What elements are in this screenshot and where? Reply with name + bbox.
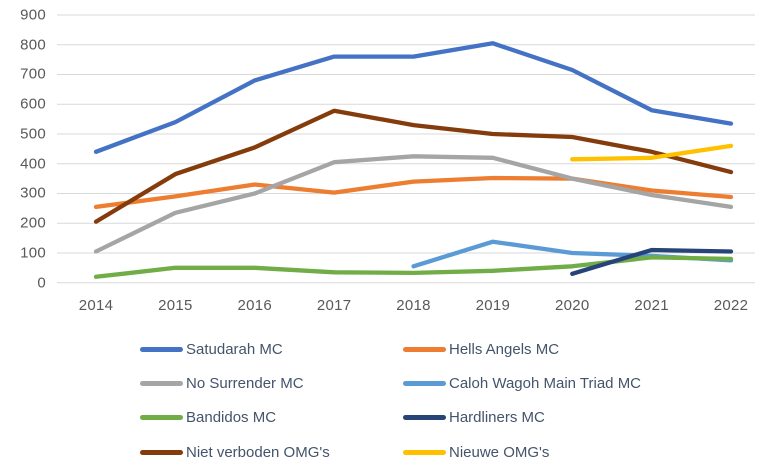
y-tick-label: 500 bbox=[20, 125, 46, 143]
chart-legend: Satudarah MC Hells Angels MC No Surrender … bbox=[140, 332, 740, 469]
legend-label: Niet verboden OMG's bbox=[186, 443, 330, 461]
y-tick-label: 800 bbox=[20, 36, 46, 54]
x-tick-label: 2022 bbox=[713, 297, 749, 314]
series-line-satudarah-mc bbox=[93, 41, 734, 154]
x-tick-label: 2018 bbox=[396, 297, 431, 314]
y-tick-label: 300 bbox=[20, 184, 46, 202]
x-tick-label: 2019 bbox=[475, 297, 511, 314]
y-tick-label: 100 bbox=[20, 244, 46, 262]
legend-label: Bandidos MC bbox=[186, 409, 277, 427]
legend-line-marker bbox=[403, 449, 446, 455]
legend-item-hells-angels-mc: Hells Angels MC bbox=[403, 341, 740, 358]
legend-label: Satudarah MC bbox=[186, 340, 283, 358]
legend-line-marker bbox=[140, 449, 183, 455]
legend-item-bandidos-mc: Bandidos MC bbox=[140, 409, 403, 426]
series-line-hardliners-mc bbox=[570, 247, 734, 276]
series-line-caloh-wagoh-main-triad-mc bbox=[411, 239, 734, 269]
legend-item-satudarah-mc: Satudarah MC bbox=[140, 341, 403, 358]
x-tick-label: 2021 bbox=[634, 297, 669, 314]
legend-line-marker bbox=[140, 415, 183, 421]
y-tick-label: 0 bbox=[37, 274, 46, 292]
legend-label: Nieuwe OMG's bbox=[449, 443, 550, 461]
legend-label: Hells Angels MC bbox=[449, 340, 560, 358]
legend-item-niet-verboden-omg-s: Niet verboden OMG's bbox=[140, 444, 403, 461]
legend-item-no-surrender-mc: No Surrender MC bbox=[140, 375, 403, 392]
x-tick-label: 2016 bbox=[237, 297, 273, 314]
x-tick-label: 2017 bbox=[316, 297, 352, 314]
legend-line-marker bbox=[140, 380, 183, 386]
series-line-nieuwe-omg-s bbox=[570, 143, 734, 162]
legend-item-hardliners-mc: Hardliners MC bbox=[403, 409, 740, 426]
legend-label: Hardliners MC bbox=[449, 409, 545, 427]
y-tick-label: 900 bbox=[20, 6, 46, 24]
legend-line-marker bbox=[403, 346, 446, 352]
x-tick-label: 2014 bbox=[78, 297, 114, 314]
y-tick-label: 700 bbox=[20, 65, 46, 83]
y-tick-label: 600 bbox=[20, 95, 46, 113]
series-line-no-surrender-mc bbox=[93, 154, 734, 254]
legend-label: No Surrender MC bbox=[186, 374, 304, 392]
series-line-bandidos-mc bbox=[93, 255, 734, 279]
legend-line-marker bbox=[403, 380, 446, 386]
y-tick-label: 200 bbox=[20, 214, 46, 232]
y-tick-label: 400 bbox=[20, 155, 46, 173]
legend-item-caloh-wagoh-main-triad-mc: Caloh Wagoh Main Triad MC bbox=[403, 375, 740, 392]
series-line-hells-angels-mc bbox=[93, 175, 734, 210]
x-tick-label: 2015 bbox=[158, 297, 193, 314]
legend-line-marker bbox=[403, 415, 446, 421]
legend-item-nieuwe-omg-s: Nieuwe OMG's bbox=[403, 444, 740, 461]
series-line-niet-verboden-omg-s bbox=[93, 108, 734, 224]
legend-line-marker bbox=[140, 346, 183, 352]
legend-label: Caloh Wagoh Main Triad MC bbox=[449, 374, 642, 392]
x-tick-label: 2020 bbox=[554, 297, 590, 314]
